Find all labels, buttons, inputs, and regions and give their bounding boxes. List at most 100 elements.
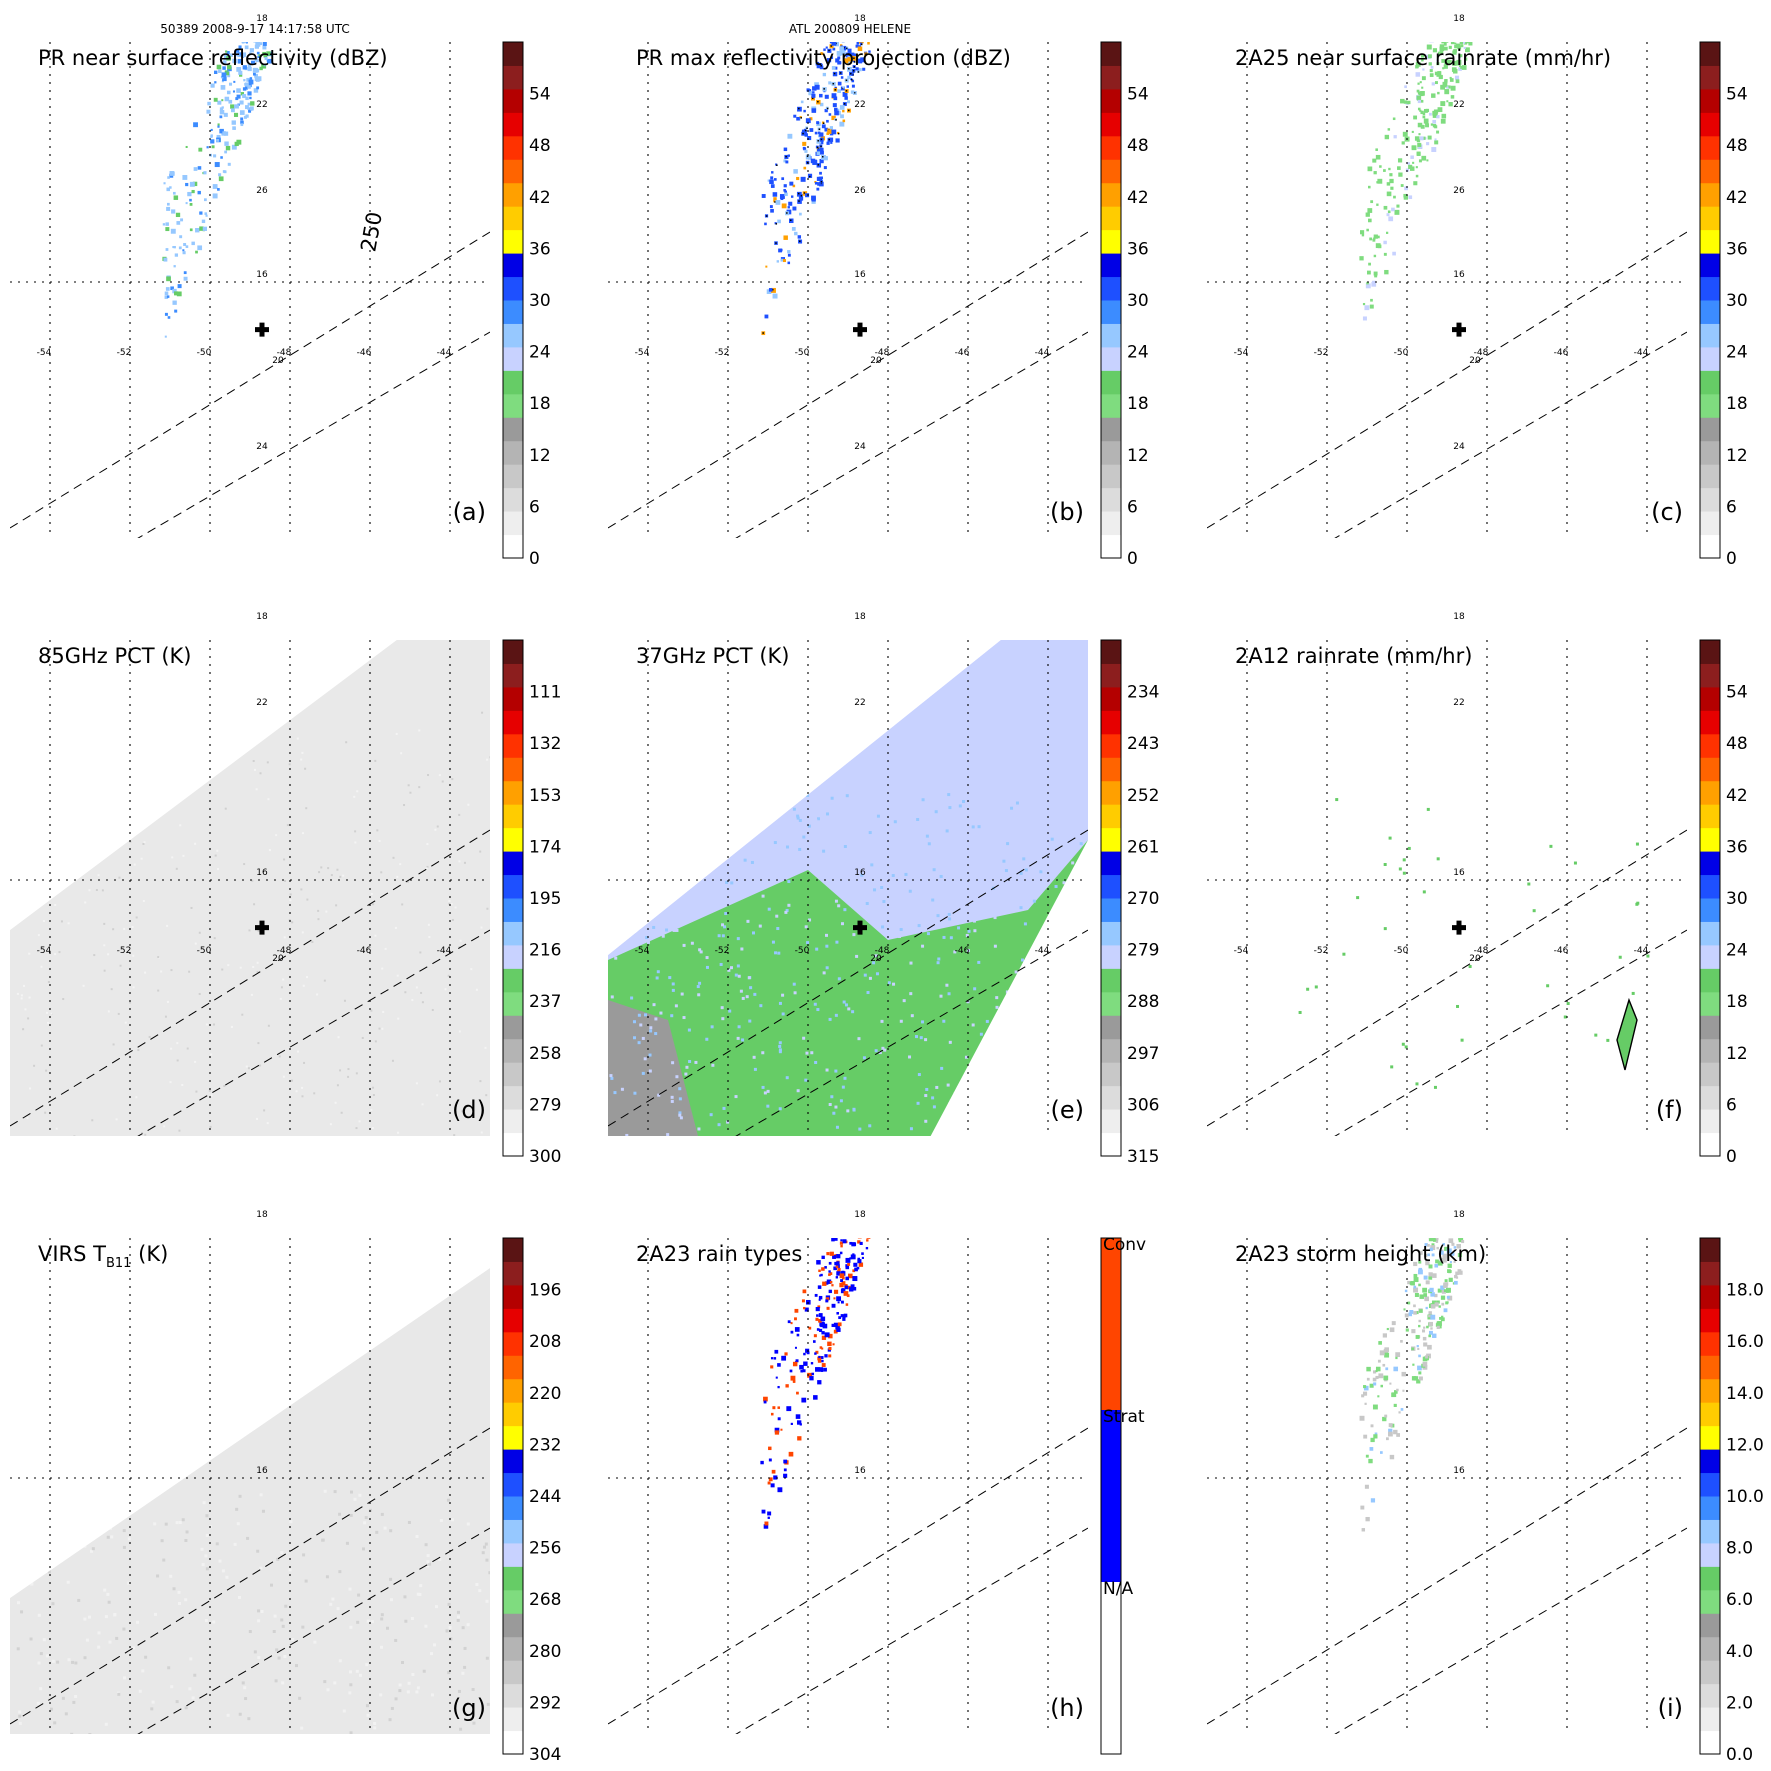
colorbar-e-seg-18: [1101, 710, 1121, 735]
colorbar-e-seg-8: [1101, 944, 1121, 969]
panel-h-grid: [608, 1238, 1088, 1734]
colorbar-c-seg-2: [1700, 487, 1720, 512]
colorbar-d-tick-1: 132: [529, 734, 561, 754]
lat-label-f-5: 16: [1453, 868, 1465, 878]
lat-label-h-3: 20: [870, 954, 882, 964]
colorbar-f-tick-4: 30: [1726, 889, 1748, 909]
colorbar-a-seg-19: [503, 88, 523, 113]
colorbar-a-tick-3: 36: [529, 239, 551, 259]
colorbar-b-seg-10: [1101, 300, 1121, 324]
colorbar-f-seg-13: [1700, 827, 1720, 852]
lat-label-i-4: 18: [1453, 1210, 1465, 1220]
colorbar-f-seg-6: [1700, 991, 1720, 1016]
colorbar-d-seg-1: [503, 1109, 523, 1134]
colorbar-b-tick-9: 0: [1127, 549, 1138, 569]
lat-label-g-2: 22: [256, 698, 267, 708]
colorbar-i-seg-17: [1700, 1331, 1720, 1356]
lat-label-d-4: 18: [256, 612, 268, 622]
panel-title-b: PR max reflectivity projection (dBZ): [636, 46, 1011, 70]
panel-g-grid: [10, 1238, 490, 1734]
lat-label-b-3: 18: [854, 14, 866, 24]
colorbar-e-seg-11: [1101, 874, 1121, 899]
colorbar-e-seg-12: [1101, 851, 1121, 876]
colorbar-g-seg-1: [503, 1707, 523, 1732]
colorbar-c-tick-3: 36: [1726, 239, 1748, 259]
panel-title-i: 2A23 storm height (km): [1235, 1242, 1486, 1266]
colorbar-a-seg-17: [503, 135, 523, 160]
panel-g-swath-edges: [10, 1427, 490, 1734]
lon-label-d-3: -48: [277, 348, 292, 358]
colorbar-d-tick-5: 216: [529, 941, 561, 961]
colorbar-i-tick-9: 0.0: [1726, 1745, 1753, 1765]
colorbar-a-seg-13: [503, 229, 523, 254]
panel-h-rain-pixels: [760, 1238, 871, 1529]
colorbar-g-seg-8: [503, 1542, 523, 1567]
colorbar-i-seg-11: [1700, 1472, 1720, 1497]
colorbar-e-tick-3: 261: [1127, 837, 1159, 857]
colorbar-a-seg-21: [503, 42, 523, 66]
colorbar-e-seg-19: [1101, 686, 1121, 711]
colorbar-g-seg-10: [503, 1496, 523, 1520]
colorbar-a-tick-0: 54: [529, 85, 551, 105]
colorbar-g-tick-6: 268: [529, 1590, 561, 1610]
colorbar-a-tick-4: 30: [529, 291, 551, 311]
colorbar-g-seg-6: [503, 1589, 523, 1614]
panel-b-grid: [608, 42, 1088, 538]
colorbar-b-seg-15: [1101, 182, 1121, 207]
colorbar-a-tick-8: 6: [529, 497, 540, 517]
colorbar-c-seg-13: [1700, 229, 1720, 254]
orbit-time-header: 50389 2008-9-17 14:17:58 UTC: [160, 22, 349, 36]
colorbar-e-seg-21: [1101, 640, 1121, 664]
lat-label-h-1: 24: [854, 442, 866, 452]
colorbar-b-seg-0: [1101, 534, 1121, 559]
colorbar-g-seg-20: [503, 1261, 523, 1286]
colorbar-g-seg-3: [503, 1660, 523, 1685]
colorbar-g-tick-0: 196: [529, 1281, 561, 1301]
colorbar-c: 54 48 42 36 30 24 18 12 6 0: [1699, 41, 1748, 569]
panel-c-image: [1207, 42, 1687, 538]
colorbar-h-cat-1: Strat: [1103, 1407, 1145, 1427]
storm-center-marker-i: [1452, 920, 1466, 935]
panel-f-swath-edges: [1207, 829, 1687, 1136]
panel-f: -54 -52 -50 -48 -46 -44 26 24 22 20 18 16 2A12 rainr…: [1207, 100, 1748, 1167]
lat-label-b-4: 16: [854, 270, 866, 280]
storm-center-marker-d: [255, 322, 269, 337]
lon-label-i-5: -44: [1634, 946, 1649, 956]
lat-label-g-4: 18: [256, 1210, 268, 1220]
colorbar-g-seg-16: [503, 1355, 523, 1380]
panel-title-h: 2A23 rain types: [636, 1242, 802, 1266]
colorbar-e-seg-6: [1101, 991, 1121, 1016]
panel-label-i: (i): [1658, 1694, 1683, 1722]
colorbar-c-seg-16: [1700, 159, 1720, 184]
colorbar-e-tick-0: 234: [1127, 683, 1159, 703]
panel-label-h: (h): [1050, 1694, 1084, 1722]
lat-label-d-2: 22: [256, 100, 267, 110]
panel-title-a: PR near surface reflectivity (dBZ): [38, 46, 388, 70]
storm-center-marker-g: [255, 920, 269, 935]
lon-label-g-0: -54: [37, 946, 52, 956]
colorbar-i-seg-13: [1700, 1425, 1720, 1450]
colorbar-b-seg-16: [1101, 159, 1121, 184]
colorbar-i-tick-2: 14.0: [1726, 1384, 1764, 1404]
panel-g-image: [10, 1238, 490, 1734]
colorbar-c-seg-5: [1700, 417, 1720, 442]
colorbar-b-seg-6: [1101, 393, 1121, 418]
colorbar-i-seg-9: [1700, 1519, 1720, 1544]
colorbar-i-seg-7: [1700, 1566, 1720, 1591]
colorbar-e-seg-0: [1101, 1132, 1121, 1157]
colorbar-b-seg-4: [1101, 440, 1121, 465]
colorbar-d-tick-0: 111: [529, 683, 561, 703]
lon-label-d-2: -50: [197, 348, 212, 358]
colorbar-d-seg-6: [503, 991, 523, 1016]
panel-h-image: [608, 1238, 1088, 1734]
colorbar-i-seg-20: [1700, 1261, 1720, 1286]
colorbar-f-seg-20: [1700, 663, 1720, 688]
colorbar-d-tick-6: 237: [529, 992, 561, 1012]
panel-c-grid: [1207, 42, 1687, 538]
lon-label-g-4: -46: [357, 946, 372, 956]
panel-f-grid: [1207, 640, 1687, 1136]
colorbar-g-seg-11: [503, 1472, 523, 1497]
panel-e-swath-edges: [608, 829, 1088, 1136]
panel-label-g: (g): [452, 1694, 486, 1722]
colorbar-a-seg-3: [503, 464, 523, 489]
